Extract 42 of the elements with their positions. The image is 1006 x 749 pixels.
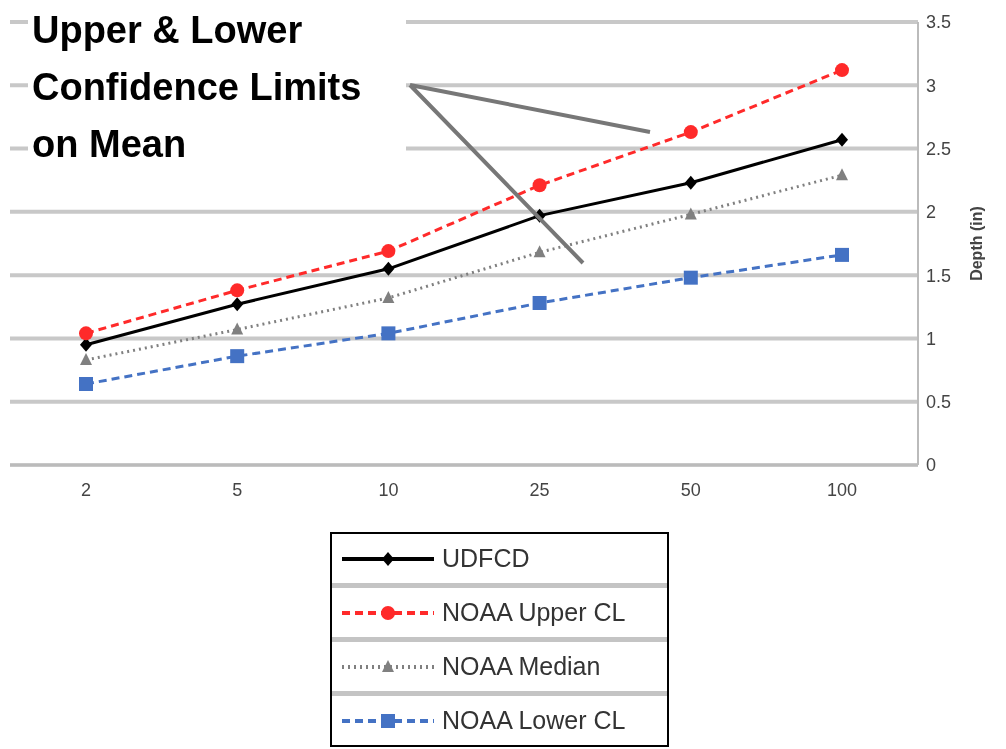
point <box>79 326 93 341</box>
y-tick-label: 0.5 <box>926 392 952 413</box>
x-tick-label: 5 <box>232 479 243 500</box>
annotation: Upper & Lower Confidence Limits on Mean <box>28 2 406 173</box>
point <box>381 244 396 259</box>
point <box>230 349 245 364</box>
point <box>835 247 849 262</box>
y-tick-label: 2 <box>926 202 937 223</box>
legend-label: NOAA Lower CL <box>442 706 626 735</box>
point <box>230 283 245 298</box>
x-tick-label: 2 <box>80 479 92 500</box>
point <box>80 352 92 365</box>
point <box>231 297 244 312</box>
point <box>684 175 697 190</box>
y-tick-label: 1.5 <box>926 265 952 286</box>
x-tick-label: 100 <box>826 479 858 500</box>
point <box>683 125 698 140</box>
point <box>683 270 698 285</box>
legend-label: UDFCD <box>442 544 530 573</box>
legend-label: NOAA Median <box>442 652 601 681</box>
point <box>532 178 547 193</box>
point <box>79 376 93 391</box>
y-tick-label: 3 <box>926 75 937 96</box>
point <box>231 322 244 335</box>
y-tick-label: 1 <box>926 328 937 349</box>
x-tick-label: 50 <box>680 479 701 500</box>
point <box>382 261 395 276</box>
point <box>684 207 697 220</box>
point <box>835 63 849 78</box>
point <box>381 326 396 341</box>
point <box>533 245 546 258</box>
point <box>532 295 547 310</box>
legend-label: NOAA Upper CL <box>442 598 626 627</box>
x-tick-label: 25 <box>529 479 550 500</box>
point <box>382 290 395 303</box>
x-tick-label: 10 <box>378 479 399 500</box>
y-tick-label: 3.5 <box>926 12 952 33</box>
y-tick-label: 2.5 <box>926 138 952 159</box>
y-tick-label: 0 <box>926 455 937 476</box>
point <box>836 132 848 147</box>
y-axis-title: Depth (in) <box>967 206 985 281</box>
point <box>836 168 848 181</box>
